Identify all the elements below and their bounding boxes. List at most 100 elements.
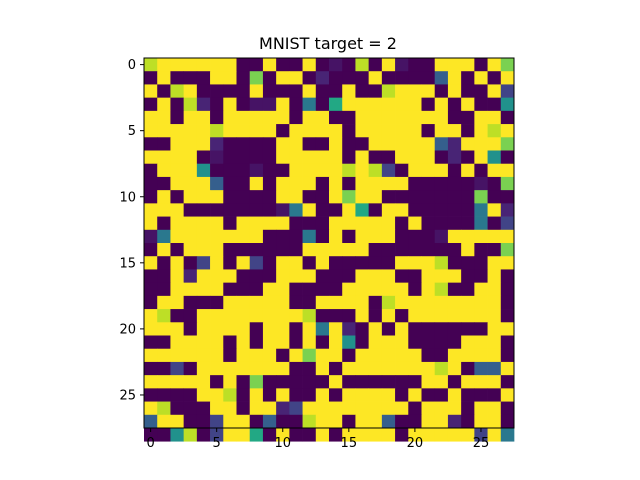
heatmap-cell: [421, 190, 436, 204]
heatmap-cell: [170, 190, 184, 204]
heatmap-cell: [262, 335, 277, 350]
heatmap-cell: [487, 375, 502, 389]
heatmap-cell: [408, 216, 422, 231]
heatmap-cell: [329, 176, 343, 191]
heatmap-cell: [487, 295, 502, 310]
heatmap-cell: [461, 375, 475, 389]
heatmap-cell: [487, 58, 502, 72]
heatmap-cell: [342, 58, 356, 72]
heatmap-cell: [249, 229, 264, 244]
heatmap-cell: [196, 229, 211, 244]
heatmap-cell: [289, 216, 303, 231]
heatmap-cell: [395, 269, 409, 283]
heatmap-cell: [368, 348, 383, 363]
heatmap-cell: [434, 401, 449, 416]
heatmap-cell: [289, 322, 303, 336]
heatmap-cell: [276, 243, 290, 257]
heatmap-cell: [144, 216, 158, 231]
heatmap-cell: [487, 176, 502, 191]
heatmap-cell: [302, 71, 317, 85]
heatmap-cell: [342, 256, 356, 270]
heatmap-cell: [395, 216, 409, 231]
heatmap-cell: [355, 163, 369, 178]
heatmap-cell: [315, 124, 330, 138]
heatmap-cell: [157, 282, 171, 297]
heatmap-cell: [500, 176, 515, 191]
heatmap-cell: [461, 203, 475, 217]
heatmap-cell: [500, 71, 515, 85]
heatmap-cell: [408, 110, 422, 125]
heatmap-cell: [249, 282, 264, 297]
heatmap-cell: [276, 348, 290, 363]
heatmap-cell: [289, 348, 303, 363]
heatmap-cell: [315, 71, 330, 85]
heatmap-cell: [315, 375, 330, 389]
heatmap-cell: [170, 229, 184, 244]
heatmap-cell: [144, 137, 158, 151]
heatmap-cell: [355, 203, 369, 217]
heatmap-cell: [434, 190, 449, 204]
heatmap-cell: [461, 216, 475, 231]
heatmap-cell: [223, 229, 237, 244]
heatmap-cell: [144, 229, 158, 244]
heatmap-cell: [210, 388, 224, 402]
heatmap-cell: [144, 176, 158, 191]
heatmap-cell: [157, 375, 171, 389]
heatmap-cell: [144, 58, 158, 72]
heatmap-cell: [223, 216, 237, 231]
heatmap-cell: [421, 97, 436, 112]
heatmap-cell: [355, 282, 369, 297]
heatmap-cell: [249, 203, 264, 217]
heatmap-cell: [302, 124, 317, 138]
heatmap-cell: [196, 256, 211, 270]
heatmap-cell: [461, 243, 475, 257]
heatmap-cell: [408, 295, 422, 310]
heatmap-cell: [381, 282, 396, 297]
heatmap-cell: [395, 190, 409, 204]
heatmap-cell: [276, 58, 290, 72]
heatmap-cell: [421, 375, 436, 389]
heatmap-cell: [315, 203, 330, 217]
heatmap-cell: [223, 335, 237, 350]
heatmap-cell: [223, 414, 237, 429]
heatmap-cell: [289, 375, 303, 389]
heatmap-cell: [223, 282, 237, 297]
heatmap-cell: [276, 335, 290, 350]
heatmap-cell: [196, 414, 211, 429]
heatmap-cell: [210, 229, 224, 244]
heatmap-cell: [144, 163, 158, 178]
heatmap-cell: [276, 71, 290, 85]
heatmap-cell: [421, 124, 436, 138]
heatmap-cell: [196, 163, 211, 178]
heatmap-cell: [236, 71, 251, 85]
heatmap-cell: [368, 110, 383, 125]
heatmap-cell: [368, 414, 383, 429]
heatmap-cell: [196, 428, 211, 442]
heatmap-cell: [381, 58, 396, 72]
heatmap-cell: [355, 229, 369, 244]
heatmap-cell: [342, 295, 356, 310]
heatmap-cell: [395, 176, 409, 191]
heatmap-cell: [487, 84, 502, 98]
heatmap-cell: [395, 282, 409, 297]
heatmap-cell: [183, 58, 198, 72]
heatmap-cell: [381, 229, 396, 244]
heatmap-cell: [170, 256, 184, 270]
heatmap-cell: [223, 309, 237, 323]
heatmap-cell: [342, 428, 356, 442]
heatmap-cell: [342, 388, 356, 402]
heatmap-cell: [223, 176, 237, 191]
heatmap-cell: [144, 84, 158, 98]
heatmap-cell: [302, 401, 317, 416]
heatmap-cell: [196, 243, 211, 257]
heatmap-cell: [461, 110, 475, 125]
heatmap-cell: [157, 190, 171, 204]
heatmap-cell: [210, 84, 224, 98]
heatmap-cell: [236, 322, 251, 336]
heatmap-cell: [196, 269, 211, 283]
heatmap-cell: [170, 414, 184, 429]
heatmap-cell: [157, 428, 171, 442]
heatmap-cell: [210, 243, 224, 257]
heatmap-cell: [447, 84, 462, 98]
heatmap-cell: [236, 229, 251, 244]
